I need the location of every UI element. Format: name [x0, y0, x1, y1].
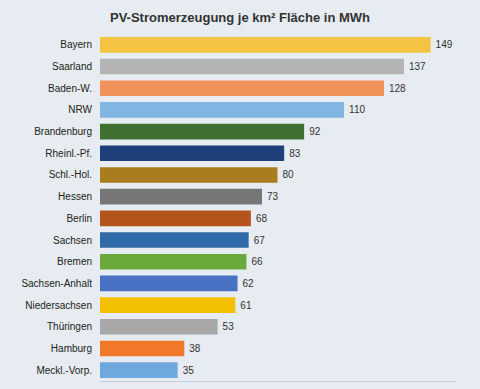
svg-text:Sachsen: Sachsen: [53, 235, 92, 246]
svg-text:Baden-W.: Baden-W.: [48, 83, 92, 94]
svg-text:35: 35: [183, 365, 195, 376]
svg-text:53: 53: [223, 321, 235, 332]
svg-text:68: 68: [256, 213, 268, 224]
svg-text:67: 67: [254, 235, 266, 246]
svg-text:66: 66: [251, 256, 263, 267]
svg-text:128: 128: [389, 83, 406, 94]
svg-text:62: 62: [243, 278, 255, 289]
svg-text:Hessen: Hessen: [58, 191, 92, 202]
svg-text:Berlin: Berlin: [66, 213, 92, 224]
svg-text:Meckl.-Vorp.: Meckl.-Vorp.: [36, 365, 92, 376]
svg-text:Thüringen: Thüringen: [47, 321, 92, 332]
svg-text:Rheinl.-Pf.: Rheinl.-Pf.: [45, 148, 92, 159]
svg-text:73: 73: [267, 191, 279, 202]
svg-text:NRW: NRW: [68, 104, 92, 115]
svg-text:Sachsen-Anhalt: Sachsen-Anhalt: [21, 278, 92, 289]
svg-text:Schl.-Hol.: Schl.-Hol.: [49, 169, 92, 180]
svg-text:Saarland: Saarland: [52, 61, 92, 72]
svg-text:61: 61: [240, 300, 252, 311]
svg-text:80: 80: [283, 169, 295, 180]
svg-text:Bremen: Bremen: [57, 256, 92, 267]
svg-text:Bayern: Bayern: [60, 39, 92, 50]
svg-text:38: 38: [189, 343, 201, 354]
svg-text:Brandenburg: Brandenburg: [34, 126, 92, 137]
svg-text:83: 83: [289, 148, 301, 159]
svg-text:137: 137: [409, 61, 426, 72]
svg-text:Hamburg: Hamburg: [51, 343, 92, 354]
svg-text:92: 92: [309, 126, 321, 137]
svg-text:PV-Stromerzeugung je km² Fläch: PV-Stromerzeugung je km² Fläche in MWh: [110, 10, 370, 25]
svg-text:149: 149: [436, 39, 453, 50]
svg-text:Niedersachsen: Niedersachsen: [25, 300, 92, 311]
svg-text:110: 110: [349, 104, 365, 115]
